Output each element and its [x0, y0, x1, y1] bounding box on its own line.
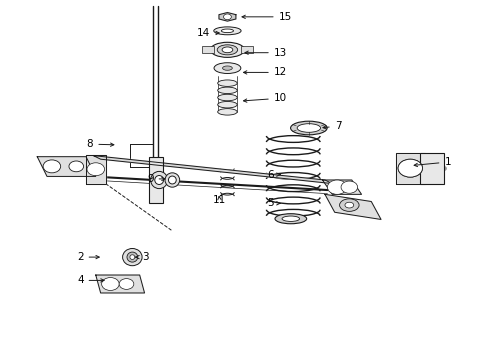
Text: 3: 3 [136, 252, 148, 262]
Ellipse shape [210, 42, 244, 57]
Polygon shape [322, 180, 361, 194]
Ellipse shape [339, 199, 358, 211]
Circle shape [43, 160, 61, 173]
Text: 5: 5 [266, 198, 280, 208]
Ellipse shape [214, 63, 241, 73]
Text: 15: 15 [242, 12, 291, 22]
Ellipse shape [217, 80, 237, 86]
Circle shape [69, 161, 83, 172]
Ellipse shape [297, 124, 320, 132]
Bar [419, 153, 444, 184]
Ellipse shape [344, 202, 353, 208]
Text: 10: 10 [243, 93, 286, 103]
Ellipse shape [217, 45, 237, 55]
Ellipse shape [122, 248, 142, 266]
Circle shape [223, 14, 231, 20]
Ellipse shape [274, 214, 306, 224]
Circle shape [119, 279, 134, 289]
Bar [149, 157, 163, 203]
Polygon shape [93, 156, 331, 184]
Polygon shape [325, 194, 380, 220]
Ellipse shape [282, 216, 299, 221]
Ellipse shape [290, 121, 326, 135]
Ellipse shape [217, 109, 237, 115]
Ellipse shape [168, 176, 176, 184]
Ellipse shape [127, 252, 138, 262]
Ellipse shape [213, 27, 241, 35]
Text: 11: 11 [212, 195, 225, 205]
Text: 8: 8 [86, 139, 114, 149]
Ellipse shape [217, 87, 237, 94]
Circle shape [87, 163, 104, 176]
Ellipse shape [217, 94, 237, 101]
Polygon shape [219, 13, 235, 21]
Ellipse shape [222, 47, 232, 53]
Text: 9: 9 [147, 174, 165, 184]
Text: 14: 14 [197, 28, 219, 38]
Ellipse shape [130, 255, 135, 260]
Ellipse shape [217, 102, 237, 108]
Polygon shape [86, 155, 105, 184]
Circle shape [102, 278, 119, 291]
Bar [241, 46, 252, 53]
Text: 6: 6 [266, 170, 280, 180]
Polygon shape [395, 153, 424, 184]
Bar [202, 46, 213, 53]
Circle shape [340, 181, 357, 193]
Circle shape [397, 159, 422, 177]
Polygon shape [37, 157, 96, 176]
Text: 4: 4 [77, 275, 104, 285]
Polygon shape [96, 275, 144, 293]
Text: 13: 13 [244, 48, 286, 58]
Text: 12: 12 [243, 67, 286, 77]
Ellipse shape [222, 66, 232, 70]
Circle shape [327, 180, 346, 194]
Ellipse shape [150, 171, 167, 189]
Ellipse shape [164, 173, 179, 187]
Circle shape [397, 159, 422, 177]
Ellipse shape [155, 176, 163, 184]
Text: 1: 1 [413, 157, 450, 167]
Ellipse shape [221, 29, 233, 33]
Text: 2: 2 [77, 252, 99, 262]
Text: 7: 7 [322, 121, 341, 131]
